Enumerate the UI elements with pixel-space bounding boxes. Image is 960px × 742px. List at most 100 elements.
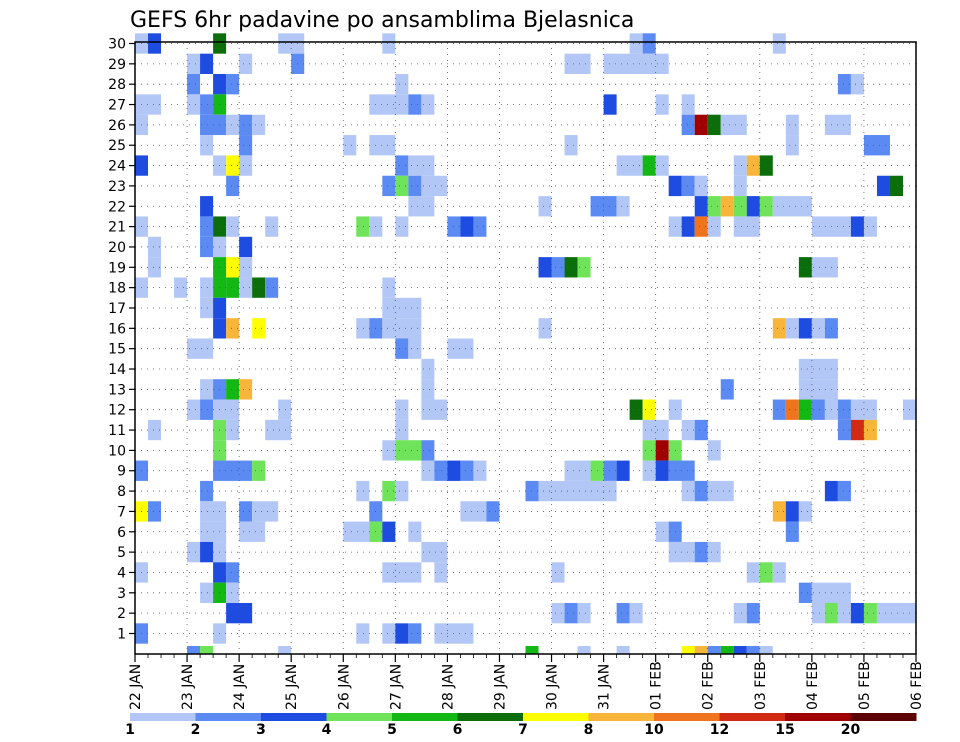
heat-cell	[148, 257, 162, 278]
x-tick-label: 24 JAN	[232, 664, 248, 710]
heat-cell	[239, 521, 266, 542]
heat-cell	[213, 399, 240, 420]
x-tick-label: 05 FEB	[857, 661, 873, 710]
heat-cell	[694, 196, 708, 217]
colorbar-swatch	[392, 713, 458, 721]
colorbar-label: 12	[710, 722, 729, 738]
heat-cell	[473, 460, 487, 481]
heat-cell	[863, 135, 890, 156]
heat-cell	[707, 646, 721, 654]
heat-cell	[200, 480, 214, 502]
heat-cell	[382, 440, 396, 461]
heat-cell	[655, 440, 669, 461]
heat-cell	[252, 460, 266, 481]
heat-cell	[252, 114, 266, 136]
heat-cell	[681, 114, 695, 136]
heat-cell	[148, 33, 162, 54]
heat-cell	[278, 399, 292, 420]
heat-cell	[460, 216, 474, 237]
heat-cell	[135, 94, 162, 115]
heat-cell	[798, 501, 812, 522]
heat-cell	[421, 358, 435, 380]
y-tick-label: 8	[117, 484, 126, 500]
heat-cell	[239, 379, 253, 400]
heat-cell	[538, 196, 552, 217]
heat-cell	[655, 155, 669, 176]
heat-cell	[200, 582, 214, 603]
x-tick-label: 04 FEB	[805, 661, 821, 710]
heat-cell	[876, 175, 890, 197]
heat-cell	[148, 236, 162, 258]
heat-cell	[681, 480, 695, 502]
y-tick-label: 14	[108, 362, 126, 378]
heat-cell	[538, 480, 604, 502]
y-tick-label: 27	[108, 98, 126, 114]
heat-cell	[187, 541, 201, 563]
y-tick-label: 20	[108, 240, 126, 256]
heat-cell	[395, 216, 409, 237]
heat-cell	[772, 501, 786, 522]
heat-cell	[239, 277, 253, 298]
heat-cell	[356, 318, 370, 339]
y-tick-label: 6	[117, 525, 126, 541]
heat-cell	[525, 646, 539, 654]
y-tick-label: 25	[108, 138, 126, 154]
heat-cell	[408, 175, 422, 197]
x-tick-label: 31 JAN	[597, 664, 613, 710]
heat-cell	[551, 257, 565, 278]
colorbar-legend: 1 2 3 4 5 6 7 8 10 12 15 20	[125, 713, 917, 738]
heat-cell	[382, 623, 396, 644]
heat-cell	[187, 53, 201, 75]
heat-cell	[681, 94, 695, 115]
heat-cell	[226, 216, 240, 237]
heat-cell	[395, 399, 409, 420]
y-tick-label: 22	[108, 199, 126, 215]
heat-cell	[226, 74, 240, 95]
x-tick-label: 06 FEB	[909, 661, 925, 710]
heat-cell	[850, 419, 864, 441]
y-tick-label: 5	[117, 545, 126, 561]
colorbar-swatch	[130, 713, 196, 721]
heat-cell	[759, 196, 773, 217]
heat-cell	[655, 460, 669, 481]
y-tick-label: 7	[117, 504, 126, 520]
heat-cell	[239, 236, 253, 258]
heat-cell	[421, 379, 435, 400]
heat-cell	[811, 257, 838, 278]
heat-cell	[551, 602, 565, 624]
heat-cell	[421, 175, 448, 197]
colorbar-swatch	[195, 713, 262, 721]
heat-cell	[577, 646, 591, 654]
heat-cell	[785, 399, 799, 420]
y-tick-label: 24	[108, 159, 126, 175]
colorbar-swatch	[326, 713, 393, 721]
heat-cell	[239, 501, 253, 522]
heat-cell	[226, 582, 240, 603]
heat-cell	[460, 501, 487, 522]
heat-cell	[785, 501, 799, 522]
heat-cell	[226, 257, 240, 278]
colorbar-label: 1	[125, 722, 135, 738]
heat-cell	[720, 196, 734, 217]
heat-cell	[564, 257, 578, 278]
heat-cell	[239, 135, 253, 156]
heat-cell	[226, 175, 240, 197]
y-tick-label: 18	[108, 281, 126, 297]
heat-cell	[226, 277, 240, 298]
heat-cell	[187, 74, 201, 95]
y-tick-label: 26	[108, 118, 126, 134]
heat-cell	[395, 623, 409, 644]
heat-cell	[798, 257, 812, 278]
heat-cell	[811, 399, 825, 420]
heat-cell	[265, 277, 279, 298]
heat-cell	[239, 114, 253, 136]
heat-cell	[603, 53, 669, 75]
y-axis: 1234567891011121314151617181920212223242…	[108, 37, 135, 643]
y-tick-label: 21	[108, 220, 126, 236]
heat-cell	[785, 135, 799, 156]
heat-cell	[200, 216, 214, 237]
heat-cell	[616, 646, 630, 654]
heat-cell	[720, 114, 747, 136]
heat-cell	[408, 623, 422, 644]
heat-cell	[564, 135, 578, 156]
